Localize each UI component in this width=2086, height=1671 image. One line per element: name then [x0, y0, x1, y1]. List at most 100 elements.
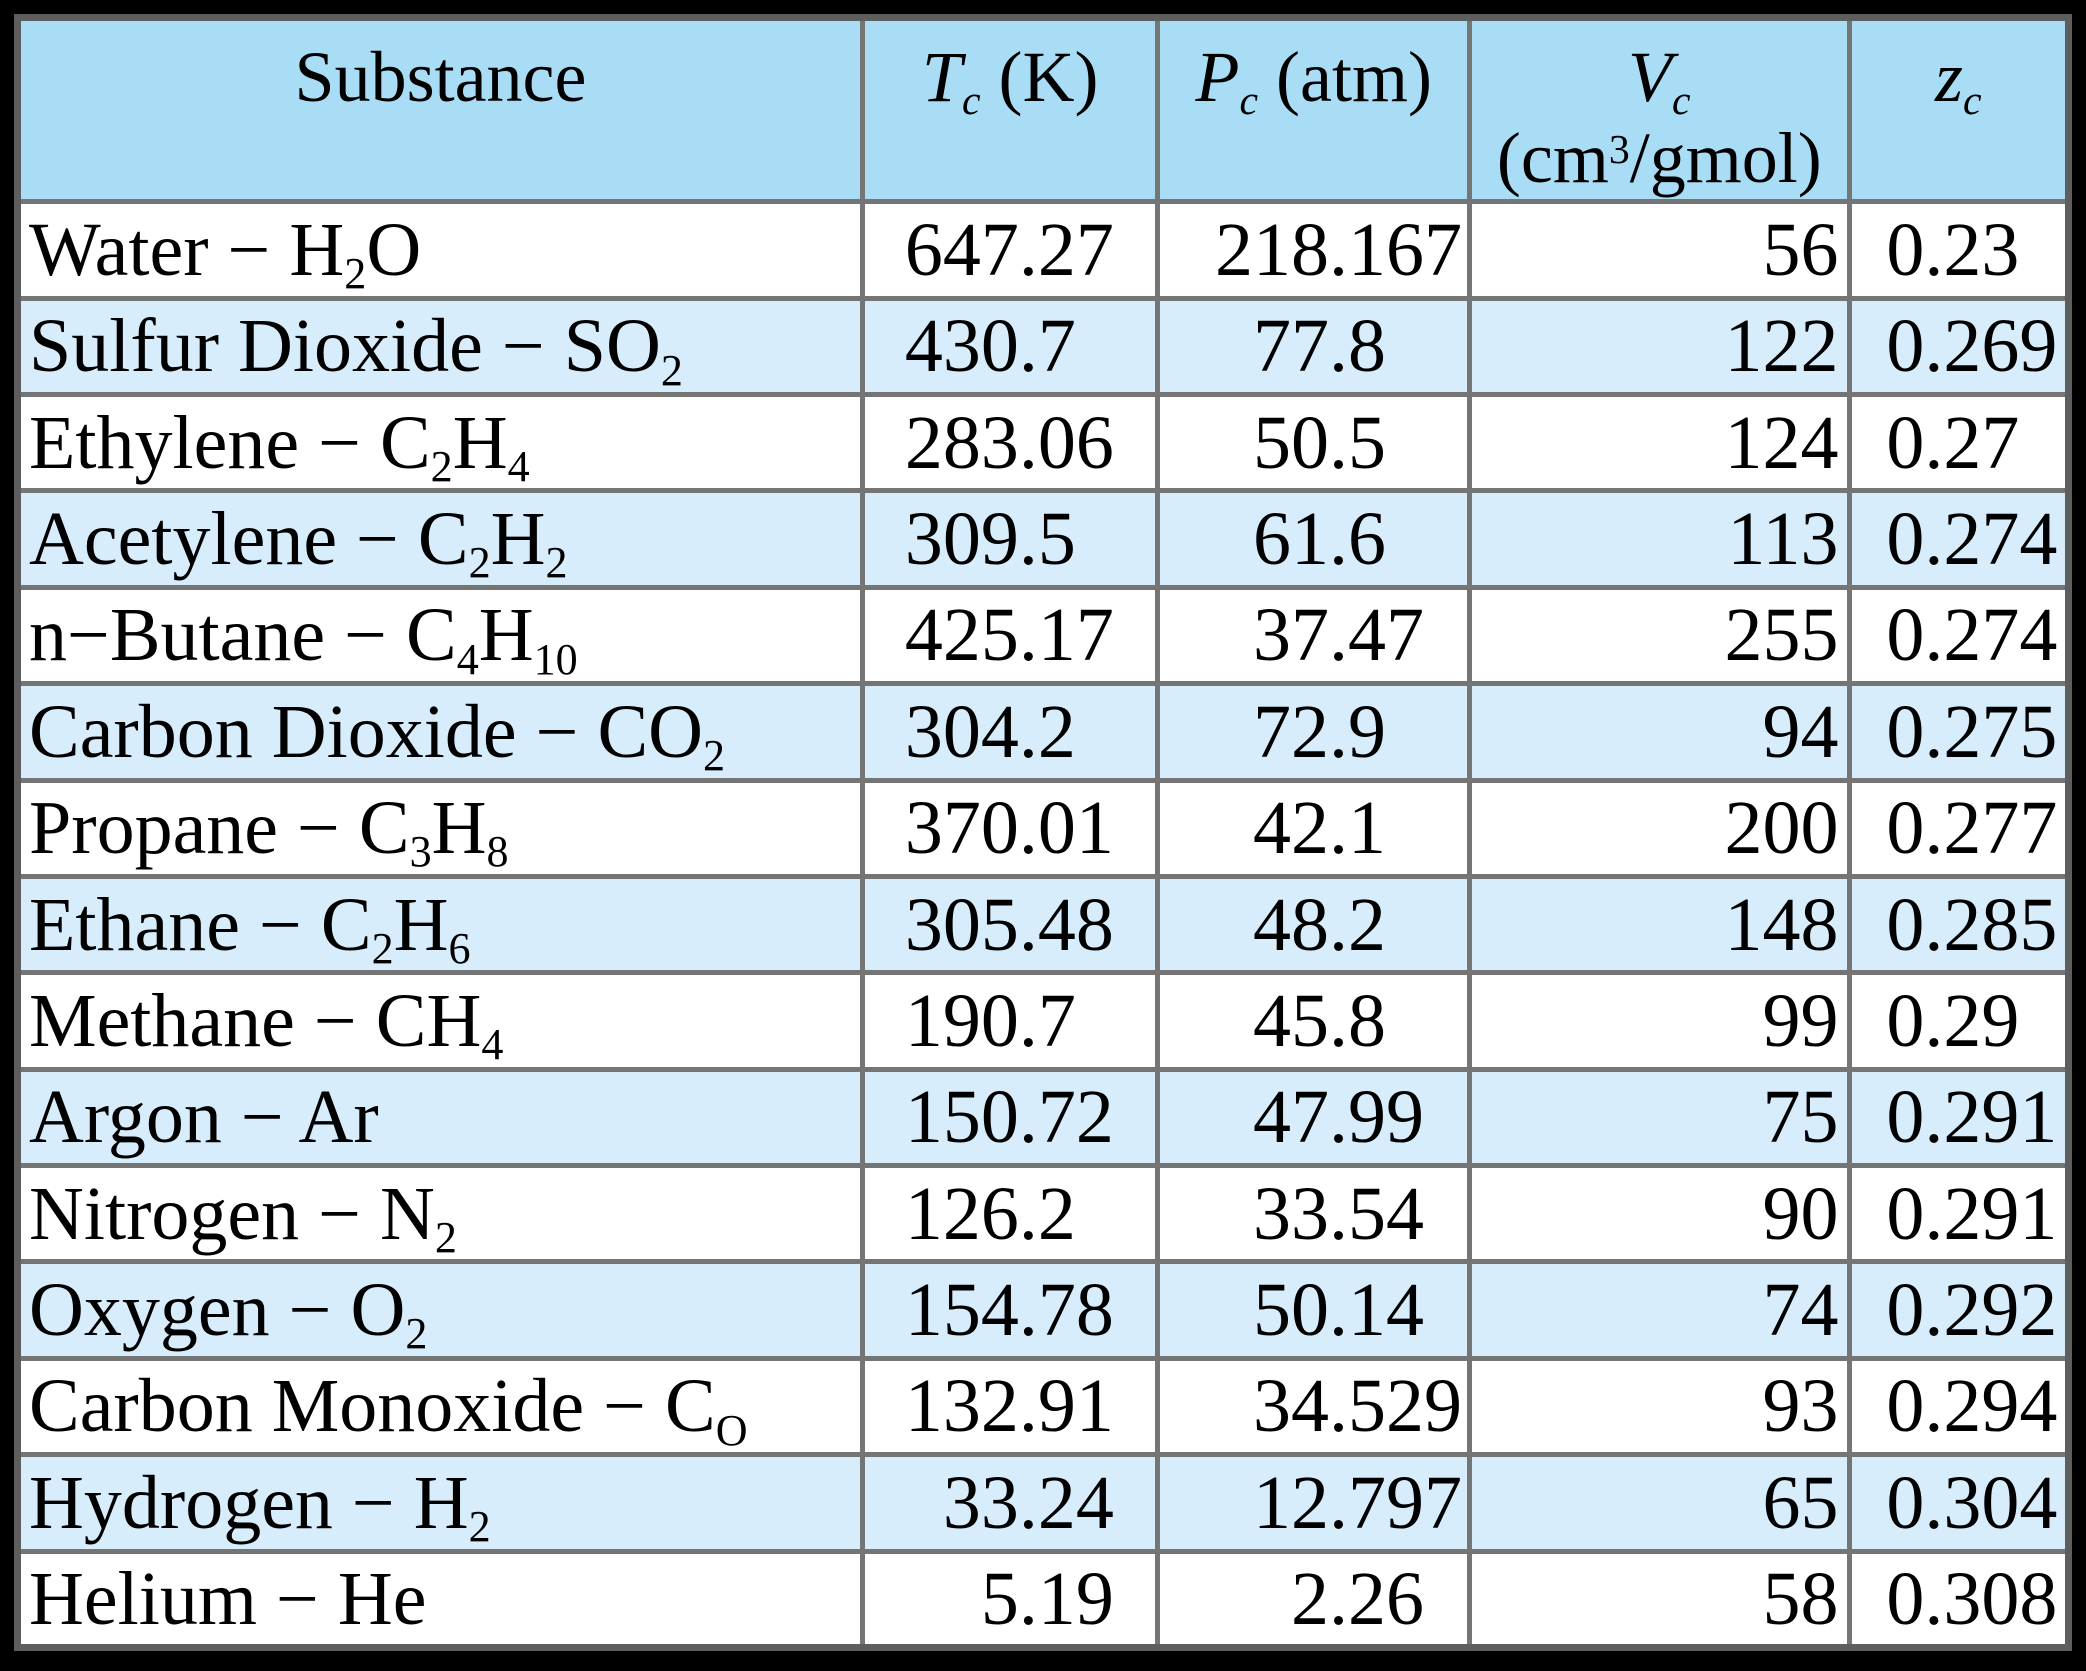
- table-row: Argon − Ar 150.72 47.99 75 0.291: [15, 1066, 2072, 1169]
- zc-value-cell: 0.304: [1846, 1452, 2072, 1554]
- pc-value: 48.2: [1252, 882, 1386, 967]
- table-row: Ethylene − C2H4 283.06 50.5 124 0.27: [15, 391, 2072, 494]
- vc-value-cell: 255: [1467, 584, 1852, 687]
- pc-value-cell: 47.99: [1155, 1066, 1473, 1169]
- zc-value: 0.304: [1886, 1460, 2058, 1545]
- pc-value: 34.529: [1252, 1364, 1462, 1449]
- tc-value: 647.27: [904, 207, 1114, 292]
- pc-value-cell: 45.8: [1155, 970, 1473, 1072]
- pc-value: 72.9: [1252, 689, 1386, 774]
- vc-value-cell: 94: [1467, 681, 1852, 783]
- pc-symbol: Pc: [1195, 37, 1259, 124]
- tc-value-cell: 647.27: [859, 199, 1161, 301]
- pc-value-cell: 50.14: [1155, 1259, 1473, 1361]
- table-row: Oxygen − O2 154.78 50.14 74 0.292: [15, 1259, 2072, 1361]
- vc-value-cell: 56: [1467, 199, 1852, 301]
- tc-value-cell: 304.2: [859, 681, 1161, 783]
- tc-value: 309.5: [904, 497, 1076, 582]
- tc-value-cell: 283.06: [859, 391, 1161, 494]
- zc-value-cell: 0.274: [1846, 488, 2072, 590]
- substance-cell: Hydrogen − H2: [15, 1452, 865, 1554]
- tc-value: 150.72: [904, 1075, 1114, 1160]
- table-row: Hydrogen − H2 33.24 12.797 65 0.304: [15, 1452, 2072, 1554]
- table-row: Propane − C3H8 370.01 42.1 200 0.277: [15, 777, 2072, 879]
- tc-value-cell: 5.19: [859, 1548, 1161, 1650]
- tc-value-cell: 150.72: [859, 1066, 1161, 1169]
- tc-value-cell: 425.17: [859, 584, 1161, 687]
- tc-value: 190.7: [904, 978, 1076, 1063]
- tc-value: 132.91: [904, 1364, 1114, 1449]
- pc-value-cell: 218.167: [1155, 199, 1473, 301]
- table-row: Acetylene − C2H2 309.5 61.6 113 0.274: [15, 488, 2072, 590]
- substance-cell: Helium − He: [15, 1548, 865, 1650]
- vc-value-cell: 99: [1467, 970, 1852, 1072]
- substance-cell: n−Butane − C4H10: [15, 584, 865, 687]
- zc-value: 0.294: [1886, 1364, 2058, 1449]
- vc-value-cell: 65: [1467, 1452, 1852, 1554]
- critical-properties-table: Substance Tc (K) Pc (atm) Vc (cm3/gmol) …: [14, 14, 2072, 1651]
- vc-value-cell: 93: [1467, 1355, 1852, 1458]
- substance-cell: Propane − C3H8: [15, 777, 865, 879]
- vc-unit: (cm3/gmol): [1496, 117, 1822, 198]
- tc-value-cell: 154.78: [859, 1259, 1161, 1361]
- tc-symbol: Tc: [921, 37, 981, 124]
- substance-cell: Ethane − C2H6: [15, 873, 865, 976]
- zc-value-cell: 0.23: [1846, 199, 2072, 301]
- table-row: Nitrogen − N2 126.2 33.54 90 0.291: [15, 1162, 2072, 1265]
- pc-value-cell: 42.1: [1155, 777, 1473, 879]
- substance-cell: Argon − Ar: [15, 1066, 865, 1169]
- zc-value: 0.23: [1886, 207, 2020, 292]
- table-row: Carbon Dioxide − CO2 304.2 72.9 94 0.275: [15, 681, 2072, 783]
- pc-value: 12.797: [1252, 1460, 1462, 1545]
- tc-value-cell: 370.01: [859, 777, 1161, 879]
- vc-value-cell: 122: [1467, 295, 1852, 398]
- col-header-substance: Substance: [15, 14, 865, 205]
- substance-cell: Methane − CH4: [15, 970, 865, 1072]
- zc-value: 0.29: [1886, 978, 2020, 1063]
- tc-value-cell: 305.48: [859, 873, 1161, 976]
- table-row: Carbon Monoxide − CO 132.91 34.529 93 0.…: [15, 1355, 2072, 1458]
- tc-value: 154.78: [904, 1268, 1114, 1353]
- vc-value-cell: 90: [1467, 1162, 1852, 1265]
- col-header-vc: Vc (cm3/gmol): [1467, 14, 1852, 205]
- zc-value: 0.277: [1886, 786, 2058, 871]
- vc-value-cell: 74: [1467, 1259, 1852, 1361]
- zc-value-cell: 0.285: [1846, 873, 2072, 976]
- zc-value: 0.285: [1886, 882, 2058, 967]
- pc-value: 37.47: [1252, 593, 1424, 678]
- col-header-pc: Pc (atm): [1155, 14, 1473, 205]
- zc-value: 0.274: [1886, 593, 2058, 678]
- tc-value: 283.06: [904, 400, 1114, 485]
- zc-value: 0.275: [1886, 689, 2058, 774]
- vc-value-cell: 124: [1467, 391, 1852, 494]
- zc-value-cell: 0.29: [1846, 970, 2072, 1072]
- zc-value: 0.269: [1886, 304, 2058, 389]
- zc-value-cell: 0.292: [1846, 1259, 2072, 1361]
- pc-value: 47.99: [1252, 1075, 1424, 1160]
- tc-value-cell: 132.91: [859, 1355, 1161, 1458]
- zc-value-cell: 0.294: [1846, 1355, 2072, 1458]
- zc-value: 0.291: [1886, 1075, 2058, 1160]
- pc-value-cell: 37.47: [1155, 584, 1473, 687]
- pc-value: 42.1: [1252, 786, 1386, 871]
- tc-value-cell: 33.24: [859, 1452, 1161, 1554]
- tc-value: 5.19: [980, 1556, 1114, 1641]
- tc-value: 33.24: [942, 1460, 1114, 1545]
- zc-value-cell: 0.27: [1846, 391, 2072, 494]
- pc-value-cell: 33.54: [1155, 1162, 1473, 1265]
- table-row: Sulfur Dioxide − SO2 430.7 77.8 122 0.26…: [15, 295, 2072, 398]
- vc-value-cell: 148: [1467, 873, 1852, 976]
- pc-value: 2.26: [1290, 1556, 1424, 1641]
- zc-symbol: zc: [1934, 37, 1982, 124]
- substance-cell: Ethylene − C2H4: [15, 391, 865, 494]
- tc-value: 425.17: [904, 593, 1114, 678]
- pc-value-cell: 48.2: [1155, 873, 1473, 976]
- table-row: Water − H2O 647.27 218.167 56 0.23: [15, 199, 2072, 301]
- tc-value: 305.48: [904, 882, 1114, 967]
- tc-value-cell: 190.7: [859, 970, 1161, 1072]
- substance-cell: Nitrogen − N2: [15, 1162, 865, 1265]
- pc-unit: (atm): [1276, 37, 1432, 117]
- zc-value: 0.291: [1886, 1171, 2058, 1256]
- zc-value: 0.292: [1886, 1268, 2058, 1353]
- pc-value-cell: 72.9: [1155, 681, 1473, 783]
